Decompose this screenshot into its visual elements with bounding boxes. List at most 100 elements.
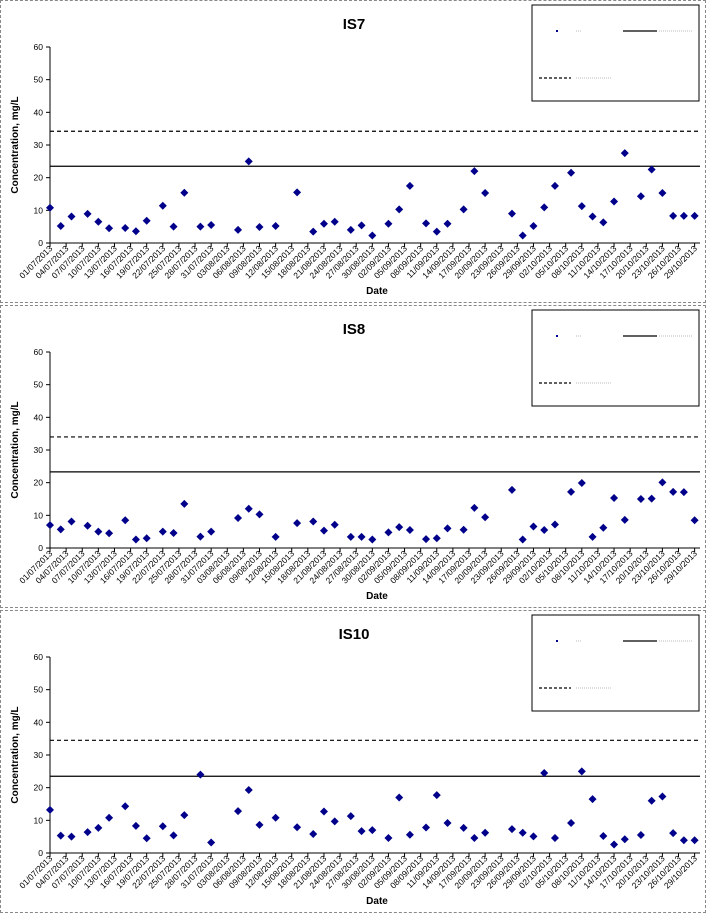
data-point [346, 225, 355, 234]
data-point [357, 827, 366, 836]
data-point [46, 203, 54, 212]
y-tick-label: 30 [34, 750, 44, 760]
data-point [540, 203, 549, 212]
legend-series-marker [556, 640, 558, 642]
data-point [244, 785, 253, 794]
data-point [470, 167, 479, 176]
x-axis-label: Date [366, 286, 388, 297]
y-tick-label: 20 [34, 783, 44, 793]
data-point [121, 516, 130, 525]
legend [531, 614, 700, 712]
data-point [658, 189, 667, 198]
y-tick-label: 50 [34, 685, 44, 695]
y-tick-label: 10 [34, 510, 44, 520]
data-point [94, 217, 103, 226]
data-point [550, 520, 559, 529]
data-point [131, 535, 140, 544]
data-point [158, 822, 167, 831]
y-tick-label: 50 [34, 75, 44, 85]
data-point [567, 818, 576, 827]
data-point [459, 823, 468, 832]
data-point [669, 829, 678, 838]
data-point [405, 181, 414, 190]
data-point [158, 527, 167, 536]
data-point [529, 522, 538, 531]
data-point [470, 503, 479, 512]
data-point [588, 532, 597, 541]
data-point [368, 231, 377, 240]
data-point [481, 828, 490, 837]
data-point [56, 831, 65, 840]
data-point [679, 211, 688, 220]
chart-title: IS8 [343, 321, 366, 338]
data-point [121, 223, 130, 232]
data-point [83, 209, 92, 218]
legend-series-marker [556, 30, 558, 32]
data-point [577, 478, 586, 487]
data-point [384, 833, 393, 842]
data-point [105, 224, 114, 233]
data-point [309, 830, 318, 839]
data-point [158, 201, 167, 210]
data-point [669, 487, 678, 496]
data-point [422, 823, 431, 832]
data-point [610, 840, 619, 849]
data-point [529, 222, 538, 231]
data-point [658, 478, 667, 487]
data-point [636, 495, 645, 503]
data-point [481, 513, 490, 522]
data-point [271, 532, 280, 541]
legend-box [531, 309, 700, 407]
data-point [46, 521, 54, 530]
data-point [309, 517, 318, 526]
data-point [599, 218, 608, 227]
data-point [567, 168, 576, 177]
data-point [507, 209, 516, 218]
data-point [293, 823, 302, 832]
data-point [647, 165, 656, 174]
data-point [658, 792, 667, 801]
data-point [131, 227, 140, 236]
data-point [507, 825, 516, 834]
y-tick-label: 10 [34, 815, 44, 825]
data-point [550, 181, 559, 190]
data-point [395, 205, 404, 214]
data-point [577, 202, 586, 211]
data-point [244, 504, 253, 513]
data-point [470, 833, 479, 842]
data-point [180, 499, 189, 508]
data-point [56, 525, 65, 534]
data-point [432, 227, 441, 236]
data-point [255, 820, 264, 829]
y-tick-label: 30 [34, 140, 44, 150]
data-point [620, 835, 629, 844]
data-point [67, 517, 76, 526]
y-tick-label: 40 [34, 107, 44, 117]
data-point [46, 805, 54, 814]
data-point [588, 212, 597, 221]
data-point [121, 802, 130, 811]
y-tick-label: 40 [34, 412, 44, 422]
data-point [319, 526, 328, 535]
data-point [309, 227, 318, 236]
data-point [169, 528, 178, 537]
legend-box [531, 614, 700, 712]
data-point [319, 807, 328, 816]
data-point [368, 535, 377, 544]
data-point [432, 791, 441, 800]
data-point [319, 219, 328, 228]
chart-panel-is7: IS7 Concentration, mg/L 0 10 20 30 40 50 60 01/07… [0, 0, 706, 303]
data-point [540, 768, 549, 777]
data-point [443, 219, 452, 228]
y-tick-label: 0 [38, 543, 43, 553]
data-point [234, 807, 243, 816]
data-point [346, 812, 355, 821]
data-point [271, 813, 280, 822]
data-point [56, 222, 65, 231]
data-point [647, 494, 656, 503]
data-point [550, 833, 559, 842]
data-point [669, 211, 678, 220]
